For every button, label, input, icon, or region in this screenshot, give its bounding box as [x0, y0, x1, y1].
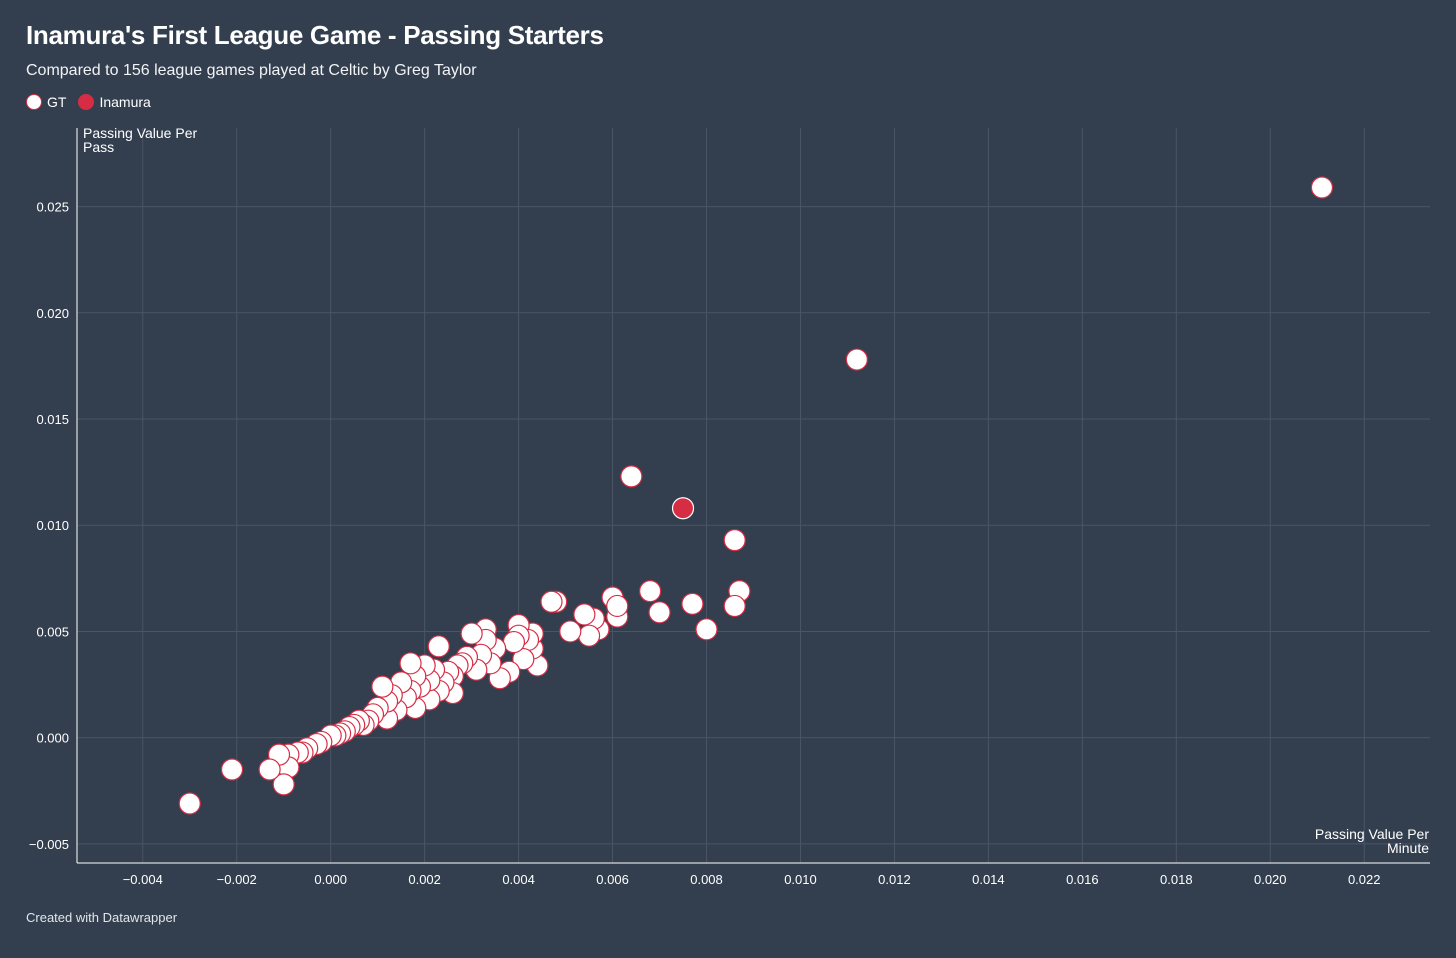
y-tick-label: 0.000	[36, 731, 69, 746]
x-tick-label: 0.022	[1348, 872, 1381, 887]
y-tick-label: −0.005	[29, 837, 69, 852]
y-tick-label: 0.010	[36, 518, 69, 533]
y-axis-title: Passing Value Per Pass	[83, 125, 197, 155]
data-point-gt	[178, 792, 201, 815]
data-point-gt	[695, 618, 718, 641]
x-tick-label: 0.012	[878, 872, 911, 887]
data-point-gt	[620, 465, 643, 488]
x-tick-label: −0.002	[217, 872, 257, 887]
x-tick-label: 0.014	[972, 872, 1005, 887]
x-tick-label: 0.002	[408, 872, 441, 887]
data-point-gt	[220, 758, 244, 781]
x-tick-label: 0.008	[690, 872, 723, 887]
chart-title: Inamura's First League Game - Passing St…	[26, 20, 604, 50]
chart-subtitle: Compared to 156 league games played at C…	[26, 62, 477, 79]
data-point-gt	[606, 594, 629, 618]
data-point-gt	[723, 529, 746, 552]
legend-item-inamura: Inamura	[78, 94, 151, 110]
x-tick-label: 0.010	[784, 872, 817, 887]
x-tick-label: 0.000	[314, 872, 347, 887]
x-tick-label: 0.016	[1066, 872, 1099, 887]
data-point-gt	[540, 590, 563, 613]
data-point-inamura	[671, 497, 695, 520]
y-tick-label: 0.015	[36, 412, 69, 427]
legend: GT Inamura	[26, 94, 163, 110]
axis-layer: −0.004 −0.002 0.000 0.002 0.004 0.006 0.008 0.0…	[29, 125, 1430, 887]
x-tick-label: 0.020	[1254, 872, 1287, 887]
x-axis-title-line: Minute	[1387, 840, 1429, 856]
y-axis-title-line: Pass	[83, 139, 114, 155]
data-point-gt	[639, 579, 662, 603]
data-point-gt	[577, 624, 601, 647]
data-point-gt	[723, 594, 746, 618]
data-point-gt	[371, 675, 394, 698]
data-point-gt	[460, 622, 483, 645]
data-point-gt	[648, 601, 671, 624]
legend-swatch-inamura	[78, 94, 95, 110]
legend-swatch-gt	[26, 94, 42, 110]
y-axis-title-line: Passing Value Per	[83, 125, 197, 141]
x-tick-label: −0.004	[123, 872, 163, 887]
y-tick-label: 0.025	[36, 200, 69, 215]
data-point-gt	[427, 635, 450, 658]
data-point-gt	[1310, 176, 1334, 199]
x-tick-label: 0.006	[596, 872, 629, 887]
data-point-gt	[681, 592, 704, 615]
legend-label-inamura: Inamura	[99, 94, 151, 110]
data-point-gt	[258, 758, 281, 781]
y-tick-label: 0.020	[36, 306, 69, 321]
footer-credit: Created with Datawrapper	[26, 910, 178, 925]
x-tick-label: 0.018	[1160, 872, 1193, 887]
data-point-gt	[399, 652, 422, 675]
grid-layer	[77, 128, 1430, 863]
data-point-gt	[559, 620, 582, 643]
x-tick-label: 0.004	[502, 872, 535, 887]
data-point-gt	[502, 630, 526, 654]
legend-label-gt: GT	[47, 94, 67, 110]
data-point-gt	[272, 773, 295, 796]
data-point-gt	[512, 647, 535, 671]
x-axis-title-line: Passing Value Per	[1315, 826, 1429, 842]
data-point-gt	[845, 348, 868, 371]
x-axis-title: Passing Value Per Minute	[1315, 826, 1429, 856]
points-layer	[178, 176, 1334, 815]
legend-item-gt: GT	[26, 94, 66, 110]
data-point-gt	[573, 603, 596, 626]
y-tick-label: 0.005	[36, 624, 69, 639]
